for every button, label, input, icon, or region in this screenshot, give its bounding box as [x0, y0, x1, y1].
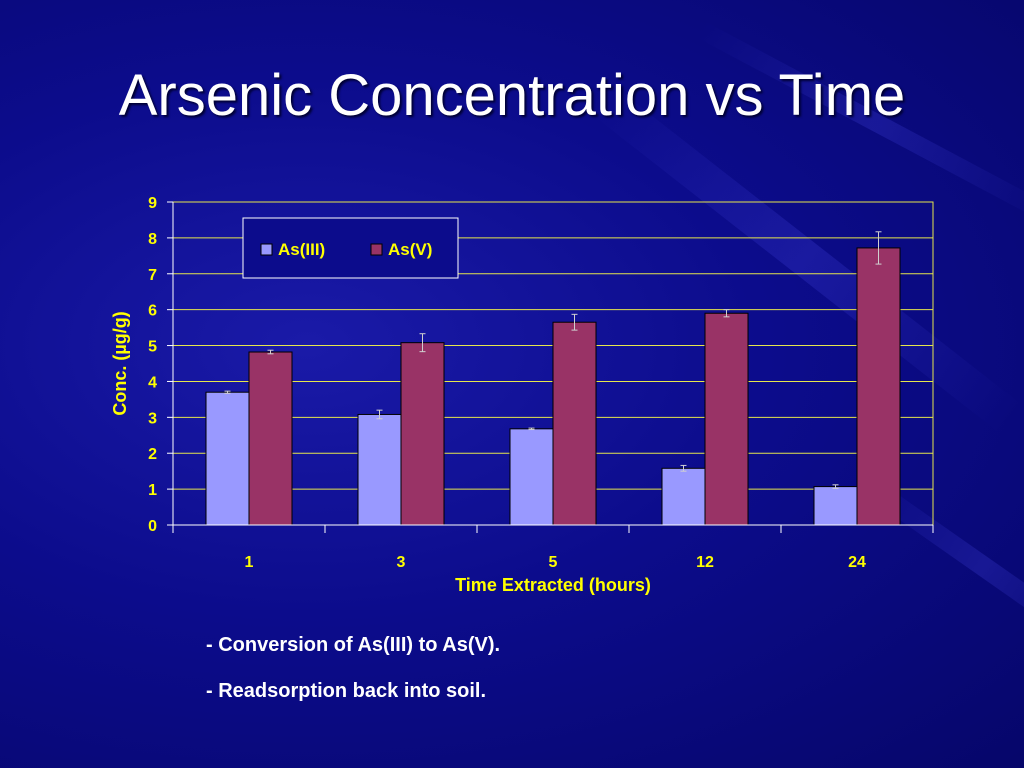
- y-tick-label: 3: [148, 410, 157, 427]
- bar: [205, 391, 250, 526]
- x-tick-label: 3: [397, 554, 406, 571]
- bar: [552, 321, 597, 526]
- y-tick-label: 1: [148, 482, 157, 499]
- y-tick-label: 9: [148, 195, 157, 212]
- bar: [509, 428, 554, 526]
- bar: [856, 247, 901, 526]
- x-tick-label: 5: [549, 554, 558, 571]
- x-tick-label: 1: [245, 554, 254, 571]
- bar: [704, 312, 749, 526]
- bar: [661, 467, 706, 526]
- bar: [248, 351, 293, 526]
- y-tick-label: 4: [148, 374, 157, 391]
- y-tick-label: 7: [148, 267, 157, 284]
- y-tick-label: 0: [148, 518, 157, 535]
- y-tick-label: 5: [148, 339, 157, 356]
- bar: [813, 486, 858, 526]
- x-tick-label: 24: [848, 554, 866, 571]
- x-tick-label: 12: [696, 554, 714, 571]
- bullet-list: - Conversion of As(III) to As(V). - Read…: [206, 630, 500, 722]
- page-title: Arsenic Concentration vs Time: [118, 63, 906, 128]
- legend-swatch: [260, 243, 273, 256]
- bullet-item: - Conversion of As(III) to As(V).: [206, 634, 501, 656]
- bar: [400, 342, 445, 526]
- legend-swatch: [370, 243, 383, 256]
- error-bars: [224, 231, 882, 489]
- bar: [357, 413, 402, 526]
- y-tick-label: 6: [148, 303, 157, 320]
- x-axis-title: Time Extracted (hours): [455, 575, 651, 595]
- legend-label: As(V): [388, 240, 432, 259]
- y-tick-label: 2: [148, 446, 157, 463]
- y-axis-title: Conc. (µg/g): [110, 311, 130, 415]
- bullet-item: - Readsorption back into soil.: [206, 680, 487, 702]
- bars: [205, 247, 901, 526]
- legend-box: [242, 217, 459, 279]
- legend-label: As(III): [278, 240, 325, 259]
- y-tick-label: 8: [148, 231, 157, 248]
- legend: As(III) As(V): [242, 217, 459, 279]
